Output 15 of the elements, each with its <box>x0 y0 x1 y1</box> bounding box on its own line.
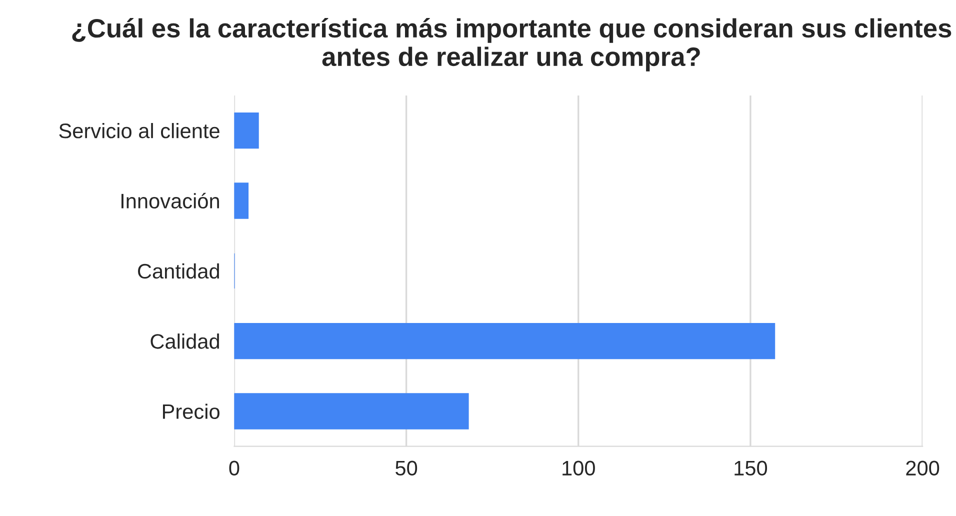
x-tick-label: 0 <box>229 460 240 476</box>
y-tick-label: Servicio al cliente <box>59 123 220 138</box>
bar <box>234 182 249 219</box>
x-tick-label: 100 <box>562 460 595 476</box>
x-tick-label: 200 <box>906 460 940 476</box>
y-tick-label: Precio <box>162 404 220 420</box>
y-tick-label: Cantidad <box>138 263 219 279</box>
bar <box>234 322 776 360</box>
bar <box>234 112 259 149</box>
chart-title: ¿Cuál es la característica más importante que consideran sus clientes antes de realizar una compra? <box>72 18 952 72</box>
x-tick-label: 150 <box>734 460 768 476</box>
x-tick-label: 50 <box>396 460 418 476</box>
bar <box>234 393 469 430</box>
y-tick-label: Innovación <box>121 192 219 208</box>
y-tick-label: Calidad <box>150 334 219 349</box>
